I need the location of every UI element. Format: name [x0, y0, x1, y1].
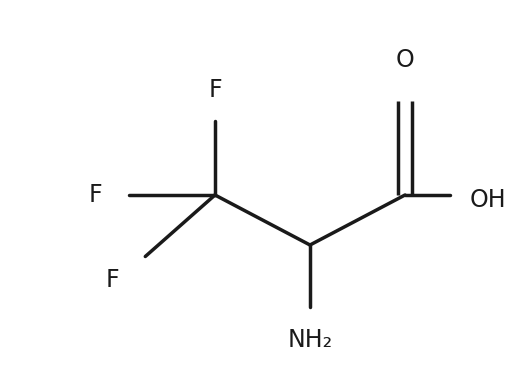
- Text: O: O: [396, 48, 415, 72]
- Text: F: F: [208, 78, 222, 102]
- Text: OH: OH: [470, 188, 506, 212]
- Text: NH₂: NH₂: [288, 328, 333, 352]
- Text: F: F: [88, 183, 102, 207]
- Text: F: F: [105, 268, 119, 292]
